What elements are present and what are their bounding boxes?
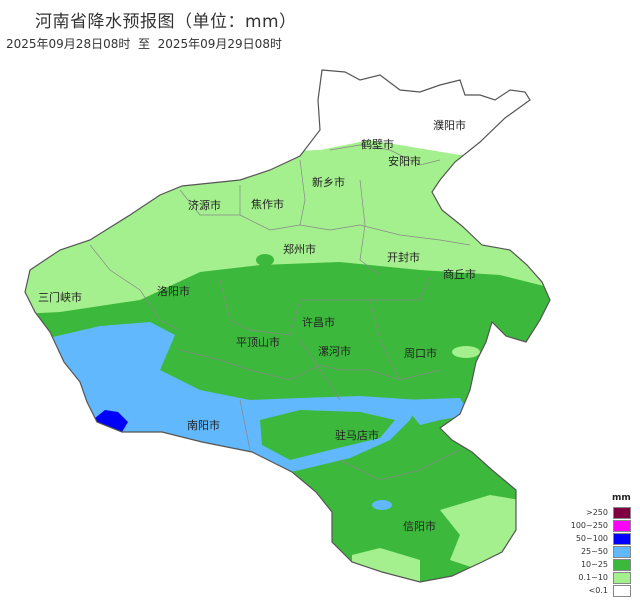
legend-item: 50~100 xyxy=(568,533,634,546)
city-label-hebi: 鹤壁市 xyxy=(361,138,394,151)
legend-item: >250 xyxy=(568,507,634,520)
legend-swatch xyxy=(613,572,631,584)
legend-swatch xyxy=(613,585,631,597)
map-title: 河南省降水预报图（单位：mm） xyxy=(35,12,297,32)
legend-item: 10~25 xyxy=(568,559,634,572)
legend-item: 0.1~10 xyxy=(568,572,634,585)
zone-25-50-patch xyxy=(372,500,392,510)
city-label-nanyang: 南阳市 xyxy=(187,419,220,432)
city-label-jiaozuo: 焦作市 xyxy=(251,198,284,211)
legend-swatch xyxy=(613,507,631,519)
legend-label: >250 xyxy=(586,508,608,517)
zone-10-25-patch xyxy=(256,254,274,266)
city-label-luoyang: 洛阳市 xyxy=(157,285,190,298)
legend-item: 100~250 xyxy=(568,520,634,533)
city-label-xinxiang: 新乡市 xyxy=(312,176,345,189)
legend-swatch xyxy=(613,546,631,558)
city-label-sanmenxia: 三门峡市 xyxy=(38,291,82,304)
city-label-zhengzhou: 郑州市 xyxy=(283,243,316,256)
legend-swatch xyxy=(613,533,631,545)
legend-item: <0.1 xyxy=(568,585,634,598)
forecast-period: 2025年09月28日08时 至 2025年09月29日08时 xyxy=(6,37,282,51)
legend-unit: mm xyxy=(612,493,631,503)
city-label-zhoukou: 周口市 xyxy=(404,347,437,360)
zone-0-1-10-southeast xyxy=(440,495,520,570)
legend-label: 50~100 xyxy=(575,534,608,543)
city-label-zhumadian: 驻马店市 xyxy=(335,429,379,442)
legend-label: 25~50 xyxy=(580,547,608,556)
legend-label: <0.1 xyxy=(588,586,608,595)
city-label-jiyuan: 济源市 xyxy=(188,199,221,212)
zone-25-50-east xyxy=(400,398,470,425)
city-boundaries xyxy=(89,144,471,481)
city-label-xinyang: 信阳市 xyxy=(403,520,436,533)
legend-label: 0.1~10 xyxy=(578,573,608,582)
city-label-puyang: 濮阳市 xyxy=(433,119,466,132)
city-label-xuchang: 许昌市 xyxy=(302,316,335,329)
legend-label: 10~25 xyxy=(580,560,608,569)
city-label-anyang: 安阳市 xyxy=(388,155,421,168)
city-label-shangqiu: 商丘市 xyxy=(443,268,476,281)
zone-10-25-band xyxy=(260,410,395,460)
legend-label: 100~250 xyxy=(570,521,608,530)
city-label-kaifeng: 开封市 xyxy=(387,251,420,264)
zone-0-1-10-patch xyxy=(452,346,480,358)
city-label-luohe: 漯河市 xyxy=(318,345,351,358)
city-label-pingdingshan: 平顶山市 xyxy=(236,336,280,349)
legend-swatch xyxy=(613,559,631,571)
legend-item: 25~50 xyxy=(568,546,634,559)
legend-swatch xyxy=(613,520,631,532)
zone-0-1-10-west xyxy=(25,262,200,290)
